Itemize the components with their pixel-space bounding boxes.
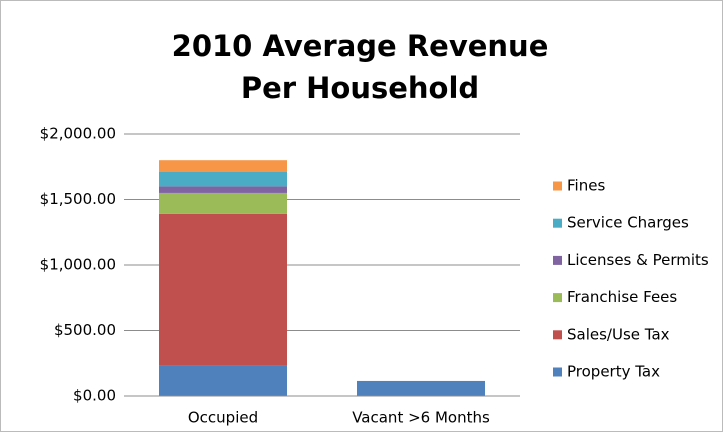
y-tick-label: $0.00 — [73, 387, 116, 405]
legend-label: Property Tax — [567, 363, 660, 381]
y-tick-label: $1,000.00 — [40, 256, 116, 274]
legend-swatch — [553, 181, 562, 191]
bar-segment — [159, 186, 287, 193]
chart-title: 2010 Average Revenue — [172, 29, 549, 63]
x-tick-label: Vacant >6 Months — [352, 409, 490, 427]
legend-label: Sales/Use Tax — [567, 325, 670, 343]
legend-label: Fines — [567, 177, 605, 195]
legend-swatch — [553, 255, 562, 265]
bar-segment — [159, 171, 287, 187]
bar-segment — [159, 192, 287, 214]
y-tick-label: $500.00 — [54, 321, 116, 339]
y-tick-label: $1,500.00 — [40, 190, 116, 208]
bar-segment — [159, 365, 287, 396]
bar-segment — [159, 213, 287, 366]
legend-swatch — [553, 330, 562, 340]
legend-label: Licenses & Permits — [567, 251, 709, 269]
legend-label: Service Charges — [567, 214, 689, 232]
y-tick-label: $2,000.00 — [40, 125, 116, 143]
legend-label: Franchise Fees — [567, 288, 677, 306]
bar-segment — [357, 380, 485, 396]
bar-segment — [159, 160, 287, 172]
legend-swatch — [553, 293, 562, 303]
x-tick-label: Occupied — [188, 409, 258, 427]
legend-swatch — [553, 367, 562, 377]
legend-swatch — [553, 218, 562, 228]
chart-title: Per Household — [241, 71, 479, 105]
